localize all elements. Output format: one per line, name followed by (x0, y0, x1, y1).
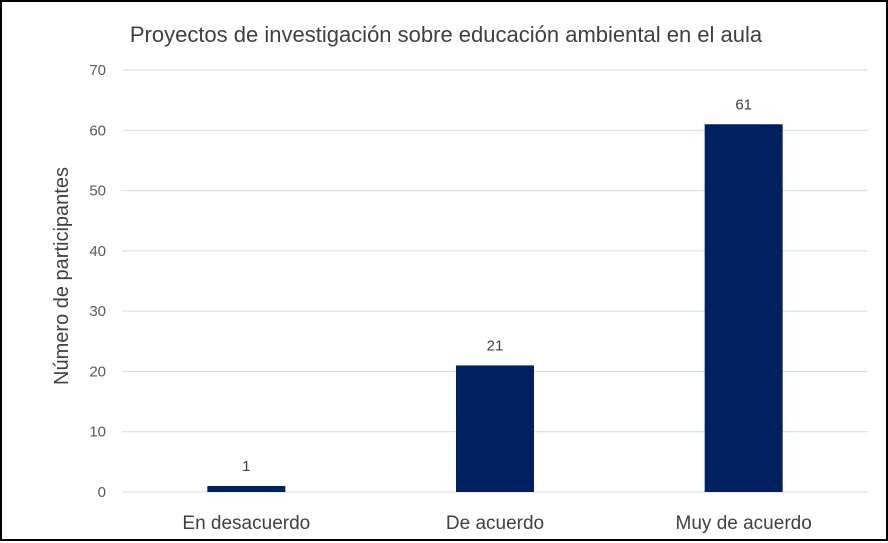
data-label: 21 (487, 337, 504, 354)
y-tick-label: 20 (89, 363, 106, 380)
y-tick-label: 0 (98, 484, 106, 501)
y-tick-label: 50 (89, 183, 106, 200)
category-label: Muy de acuerdo (676, 513, 812, 534)
bars (207, 124, 783, 492)
y-tick-label: 60 (89, 122, 106, 139)
y-axis-label: Número de participantes (51, 167, 73, 385)
category-label: De acuerdo (446, 513, 544, 534)
y-tick-label: 70 (89, 62, 106, 79)
data-labels: 1 21 61 (242, 96, 752, 475)
category-label: En desacuerdo (182, 513, 310, 534)
y-tick-labels: 0 10 20 30 40 50 60 70 (89, 62, 106, 501)
bar (456, 365, 534, 492)
y-tick-label: 40 (89, 243, 106, 260)
chart-title: Proyectos de investigación sobre educaci… (130, 22, 763, 47)
data-label: 1 (242, 458, 250, 475)
bar (704, 124, 783, 492)
y-tick-label: 10 (89, 424, 106, 441)
x-category-labels: En desacuerdo De acuerdo Muy de acuerdo (182, 513, 811, 534)
y-tick-label: 30 (89, 303, 106, 320)
data-label: 61 (735, 96, 752, 113)
bar (207, 485, 286, 492)
